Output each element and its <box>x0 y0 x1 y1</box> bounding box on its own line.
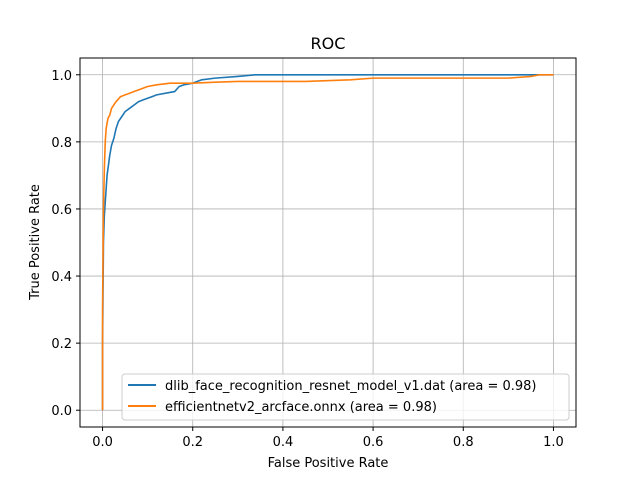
x-tick-label: 0.0 <box>92 435 113 450</box>
x-tick-label: 0.2 <box>182 435 203 450</box>
y-tick-label: 0.8 <box>51 136 72 151</box>
x-axis-label: False Positive Rate <box>268 456 389 471</box>
x-tick-label: 0.6 <box>363 435 384 450</box>
legend: dlib_face_recognition_resnet_model_v1.da… <box>121 373 570 421</box>
y-tick-label: 0.4 <box>51 270 72 285</box>
x-tick-label: 1.0 <box>543 435 564 450</box>
y-tick-label: 1.0 <box>51 69 72 84</box>
y-tick-label: 0.0 <box>51 404 72 419</box>
x-tick-label: 0.4 <box>273 435 294 450</box>
grid <box>80 58 576 427</box>
legend-label-efficientnetv2: efficientnetv2_arcface.onnx (area = 0.98… <box>165 400 437 415</box>
series-layer <box>101 73 554 411</box>
y-tick-label: 0.6 <box>51 203 72 218</box>
x-tick-label: 0.8 <box>453 435 474 450</box>
chart-title: ROC <box>311 34 346 53</box>
legend-box <box>121 373 570 421</box>
plot-frame <box>79 57 577 428</box>
roc-curve-series-1 <box>101 73 554 411</box>
legend-label-dlib: dlib_face_recognition_resnet_model_v1.da… <box>165 379 537 394</box>
ticks: 0.0 0.2 0.4 0.6 0.8 1.0 0.0 0.2 0.4 0.6 0.8 1.0 <box>51 69 563 450</box>
y-axis-label: True Positive Rate <box>28 184 43 301</box>
y-tick-label: 0.2 <box>51 337 72 352</box>
roc-curve-series-0 <box>101 73 554 411</box>
